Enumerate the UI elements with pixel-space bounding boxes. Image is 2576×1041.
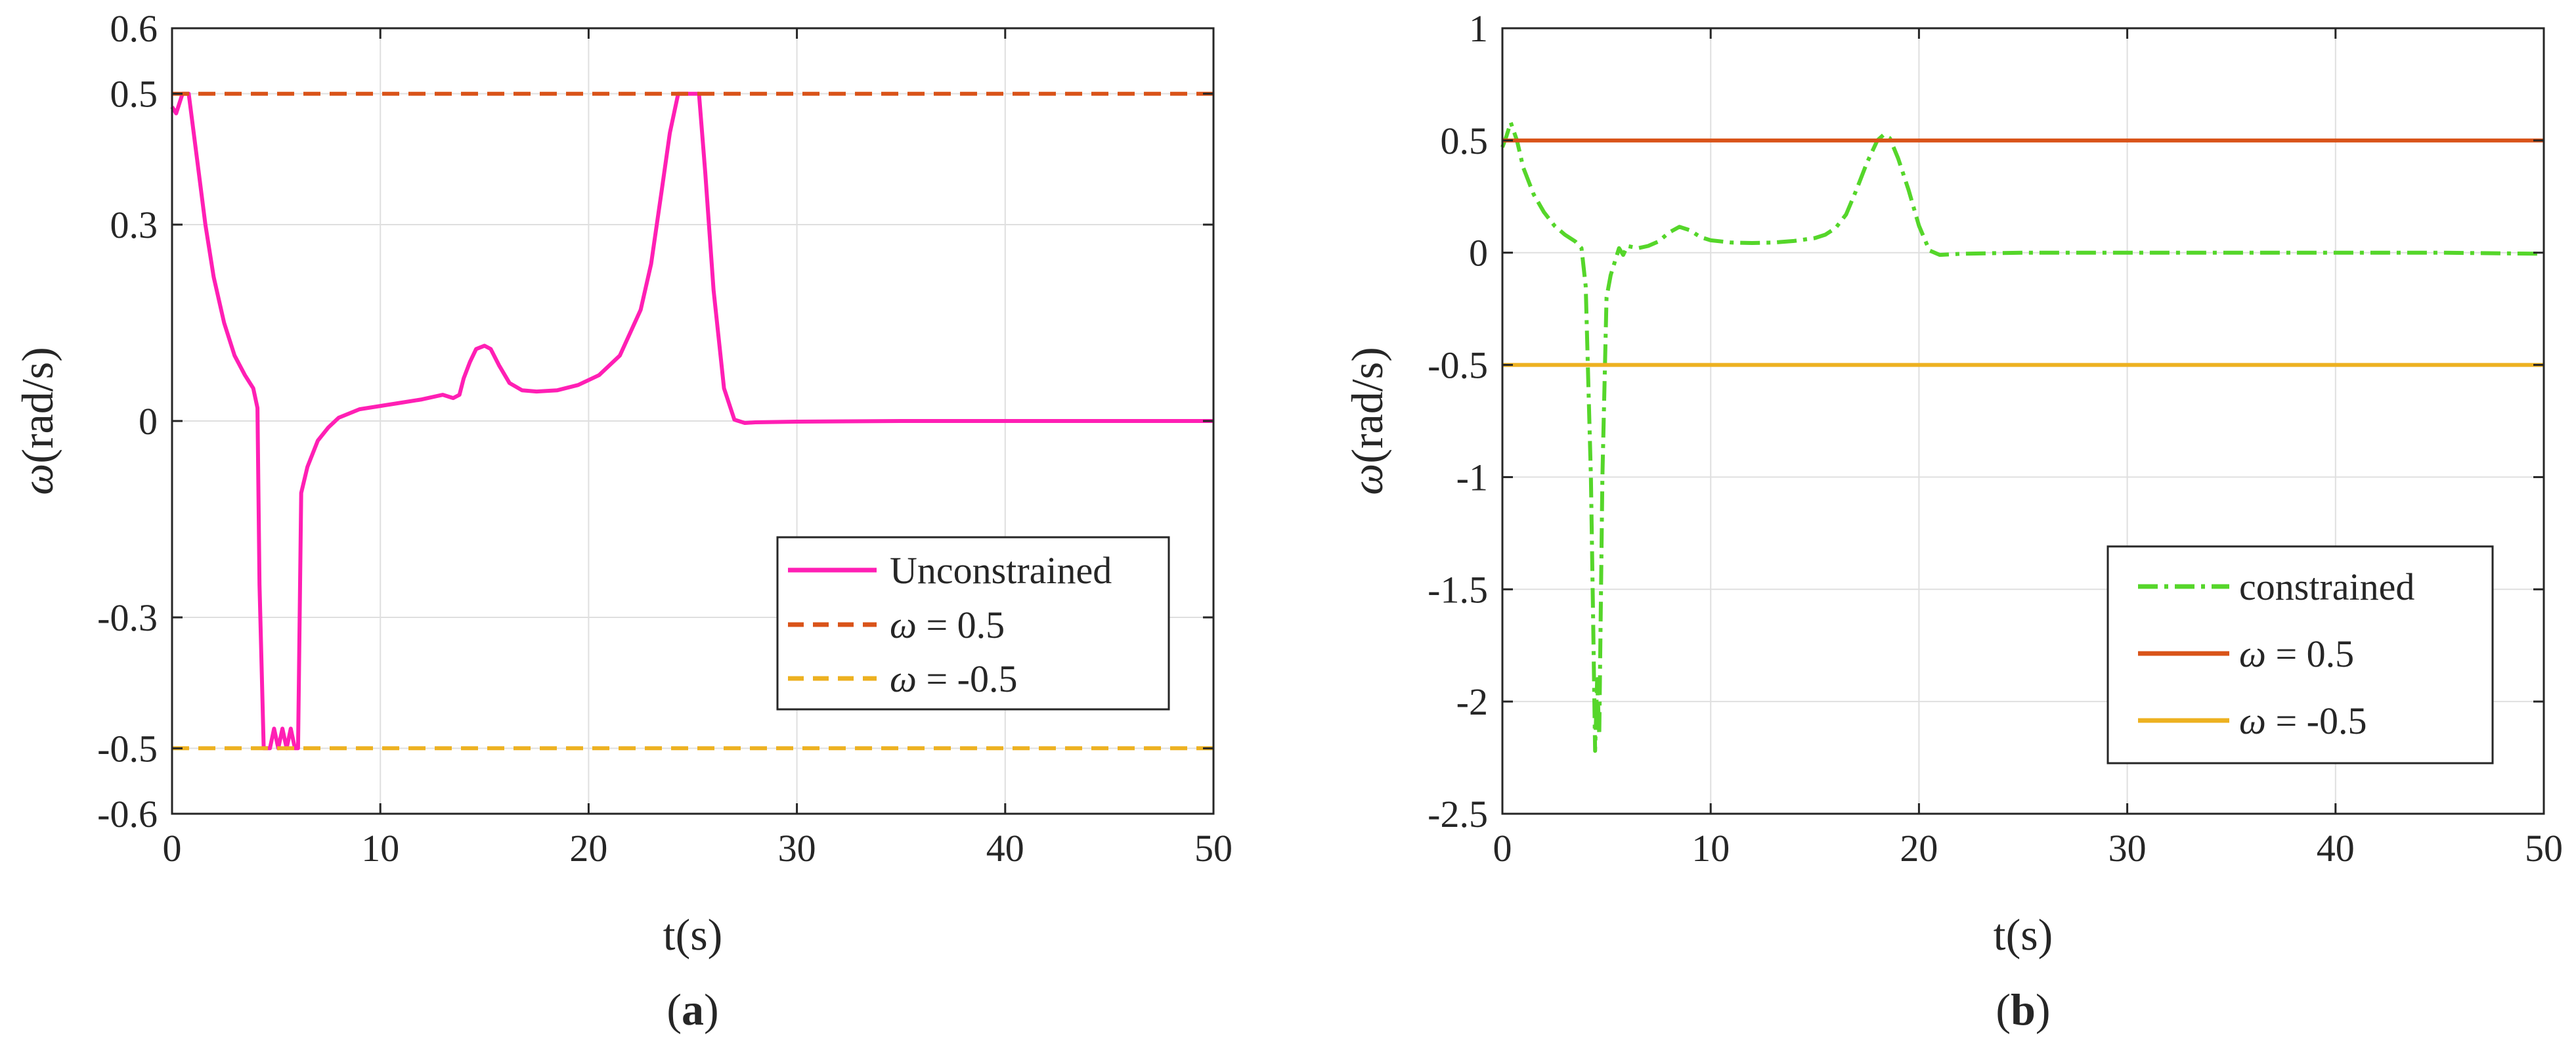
panel-a-x-tick-labels: 0 10 20 30 40 50	[163, 827, 1233, 870]
panel-b-caption-close: )	[2036, 985, 2051, 1034]
legend-label-omega-lower-a: ω = -0.5	[890, 657, 1017, 700]
legend-value-omega-upper-a: = 0.5	[917, 604, 1005, 646]
y-tick-label-a-5: 0.5	[110, 73, 158, 116]
legend-value-omega-upper-b: = 0.5	[2266, 632, 2354, 675]
legend-value-omega-lower-a: = -0.5	[917, 657, 1018, 700]
x-tick-label-b-5: 50	[2525, 827, 2563, 870]
panel-b-ticks	[1501, 27, 2545, 815]
panel-b-y-axis-label: ω(rad/s)	[1342, 347, 1392, 495]
x-tick-label-a-0: 0	[163, 827, 182, 870]
legend-symbol-omega-lower-a: ω	[890, 657, 917, 700]
y-tick-label-b-2: -1.5	[1428, 568, 1488, 611]
y-tick-label-b-0: -2.5	[1428, 793, 1488, 835]
y-tick-label-b-6: 0.5	[1441, 120, 1489, 162]
legend-label-omega-upper-b: ω = 0.5	[2239, 632, 2354, 675]
legend-label-omega-upper-a: ω = 0.5	[890, 604, 1005, 646]
panel-b-y-tick-labels: -2.5 -2 -1.5 -1 -0.5 0 0.5 1	[1428, 7, 1488, 835]
panel-b-legend: constrained ω = 0.5 ω = -0.5	[2107, 545, 2494, 764]
legend-symbol-omega-upper-b: ω	[2239, 632, 2266, 675]
x-tick-label-b-4: 40	[2317, 827, 2355, 870]
panel-b-caption: (b)	[1996, 985, 2050, 1034]
panel-a-chart: 0 10 20 30 40 50 -0.6-0.5-0.300.30.50.6 t(s) …	[12, 7, 1233, 1034]
panel-b-y-axis-symbol: ω	[1342, 464, 1392, 495]
y-tick-label-a-0: -0.6	[97, 793, 158, 835]
panel-a-series-lines	[170, 91, 1213, 751]
x-tick-label-a-1: 10	[361, 827, 399, 870]
y-tick-label-b-7: 1	[1469, 7, 1488, 50]
panel-a-caption-open: (	[666, 985, 682, 1034]
x-tick-label-b-2: 20	[1900, 827, 1938, 870]
x-tick-label-a-5: 50	[1194, 827, 1233, 870]
panel-a-legend: Unconstrained ω = 0.5 ω = -0.5	[776, 536, 1170, 711]
panel-b-axes-box	[1501, 27, 2545, 815]
x-tick-label-a-4: 40	[986, 827, 1024, 870]
y-tick-label-b-4: -0.5	[1428, 344, 1488, 387]
series-line-b-0	[1500, 120, 2544, 753]
panel-a-y-axis-unit: (rad/s)	[12, 347, 62, 463]
x-tick-label-b-3: 30	[2108, 827, 2147, 870]
x-tick-label-a-2: 20	[569, 827, 607, 870]
panel-a-caption-letter: a	[682, 985, 704, 1034]
y-tick-label-a-1: -0.5	[97, 727, 158, 770]
panel-b-x-axis-label: t(s)	[1994, 910, 2053, 960]
panel-b-y-axis-unit: (rad/s)	[1342, 347, 1392, 463]
panel-a-x-axis-label: t(s)	[663, 910, 723, 960]
panel-b-x-tick-labels: 0 10 20 30 40 50	[1493, 827, 2564, 870]
legend-label-constrained: constrained	[2239, 565, 2414, 608]
panel-a-caption-close: )	[704, 985, 719, 1034]
series-line-a-0	[170, 91, 1213, 751]
y-tick-label-b-5: 0	[1469, 232, 1488, 275]
legend-label-unconstrained: Unconstrained	[890, 549, 1112, 592]
y-tick-label-a-6: 0.6	[110, 7, 158, 50]
panel-a-ticks	[171, 27, 1215, 815]
legend-value-omega-lower-b: = -0.5	[2266, 699, 2367, 742]
panel-a-caption: (a)	[666, 985, 718, 1034]
legend-label-omega-lower-b: ω = -0.5	[2239, 699, 2367, 742]
panel-b-series-lines	[1500, 120, 2544, 753]
panel-b-caption-letter: b	[2011, 985, 2036, 1034]
legend-symbol-omega-upper-a: ω	[890, 604, 917, 646]
y-tick-label-a-4: 0.3	[110, 204, 158, 246]
y-tick-label-a-2: -0.3	[97, 596, 158, 639]
panel-b-caption-open: (	[1996, 985, 2011, 1034]
x-tick-label-b-1: 10	[1692, 827, 1730, 870]
panel-a-y-tick-labels: -0.6 -0.5 -0.3 0 0.3 0.5 0.6	[97, 7, 158, 835]
panel-b-chart: 0 10 20 30 40 50 -2.5 -2 -1.5 -1 -0.5 0 0.5 1 t(s) ω…	[1342, 7, 2563, 1034]
y-tick-label-b-1: -2	[1456, 680, 1488, 723]
x-tick-label-b-0: 0	[1493, 827, 1512, 870]
x-tick-label-a-3: 30	[778, 827, 816, 870]
y-tick-label-b-3: -1	[1456, 456, 1488, 498]
panel-a-y-axis-label: ω(rad/s)	[12, 347, 62, 495]
panel-a-y-axis-symbol: ω	[12, 464, 62, 495]
legend-symbol-omega-lower-b: ω	[2239, 699, 2266, 742]
y-tick-label-a-3: 0	[139, 400, 158, 443]
